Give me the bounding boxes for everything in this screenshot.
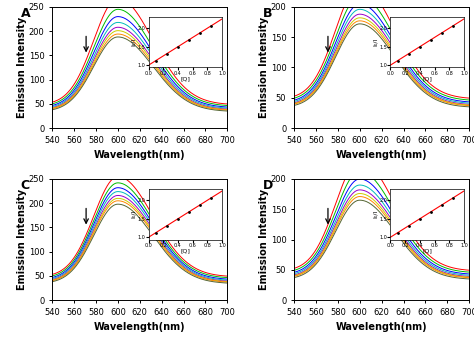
X-axis label: Wavelength(nm): Wavelength(nm): [336, 150, 428, 160]
Text: D: D: [263, 179, 273, 192]
Text: C: C: [20, 179, 30, 192]
Y-axis label: Emission Intensity: Emission Intensity: [259, 189, 269, 290]
Y-axis label: Emission Intensity: Emission Intensity: [18, 189, 27, 290]
Text: B: B: [263, 7, 272, 20]
X-axis label: Wavelength(nm): Wavelength(nm): [94, 150, 186, 160]
Text: A: A: [20, 7, 30, 20]
X-axis label: Wavelength(nm): Wavelength(nm): [336, 322, 428, 332]
X-axis label: Wavelength(nm): Wavelength(nm): [94, 322, 186, 332]
Y-axis label: Emission Intensity: Emission Intensity: [18, 17, 27, 118]
Y-axis label: Emission Intensity: Emission Intensity: [259, 17, 269, 118]
